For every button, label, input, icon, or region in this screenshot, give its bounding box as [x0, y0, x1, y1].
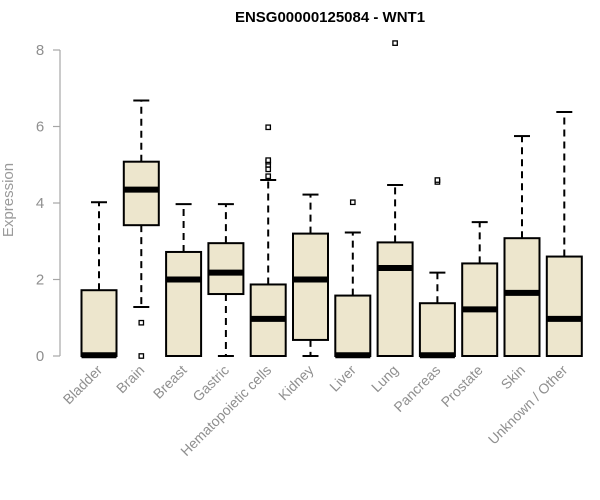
y-axis-label: Expression — [0, 163, 17, 237]
box-0 — [80, 201, 118, 359]
box-2 — [165, 203, 203, 358]
x-tick-label: Breast — [150, 362, 190, 402]
box-9 — [461, 221, 499, 357]
y-tick-label: 0 — [36, 348, 44, 365]
box-body — [503, 237, 541, 357]
boxes — [80, 40, 583, 359]
outlier-point — [265, 124, 272, 131]
y-tick-label: 6 — [36, 119, 44, 136]
box-4 — [249, 124, 287, 357]
box-body — [545, 255, 583, 357]
x-tick-label: Lung — [368, 362, 401, 395]
x-tick-label: Kidney — [275, 362, 317, 404]
box-5 — [292, 193, 329, 357]
x-tick-label: Liver — [326, 362, 359, 395]
box-body — [334, 294, 372, 358]
x-tick-label: Pancreas — [390, 362, 443, 415]
outlier-point — [265, 157, 272, 164]
x-tick-label: Skin — [498, 362, 529, 393]
outlier-point — [349, 199, 356, 206]
outlier-point — [392, 40, 398, 46]
box-body — [292, 232, 329, 341]
outlier-point — [265, 173, 272, 180]
outlier-point — [265, 166, 272, 173]
y-tick-label: 2 — [36, 272, 44, 289]
box-1 — [122, 99, 160, 359]
x-tick-label: Prostate — [438, 362, 486, 410]
outlier-point — [434, 177, 441, 183]
chart-title: ENSG00000125084 - WNT1 — [235, 9, 425, 26]
y-tick-label: 8 — [36, 42, 44, 59]
box-11 — [545, 110, 583, 357]
x-tick-label: Brain — [113, 362, 147, 396]
outlier-point — [138, 319, 145, 326]
box-body — [376, 241, 414, 358]
y-tick-label: 4 — [36, 195, 44, 212]
box-body — [80, 289, 118, 357]
x-tick-label: Unknown / Other — [485, 362, 571, 448]
y-axis-ticks: 0 2 4 6 8 — [36, 42, 60, 365]
box-3 — [207, 203, 245, 357]
box-8 — [418, 177, 456, 359]
box-body — [418, 302, 456, 357]
box-body — [122, 160, 160, 227]
box-6 — [334, 199, 372, 359]
box-7 — [376, 40, 414, 358]
box-body — [207, 242, 245, 296]
box-body — [165, 250, 203, 358]
outlier-point — [138, 353, 145, 359]
x-tick-label: Bladder — [60, 362, 106, 408]
box-10 — [503, 135, 541, 357]
